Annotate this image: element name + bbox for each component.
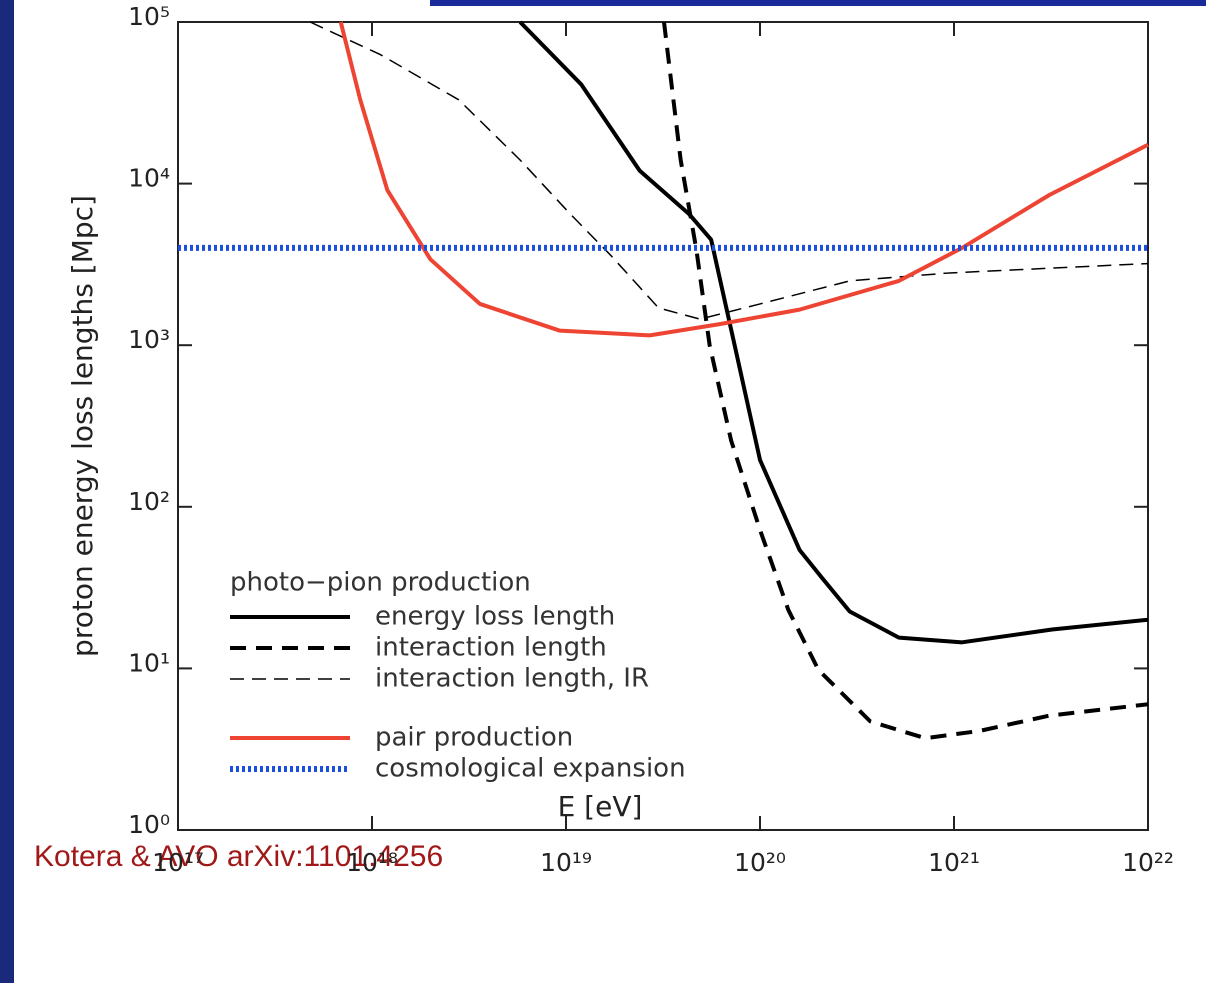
x-tick-label: 10²²	[1122, 848, 1174, 877]
x-tick-label: 10¹⁸	[346, 848, 398, 877]
legend-title: photo−pion production	[230, 568, 531, 598]
x-tick-label: 10²¹	[928, 848, 980, 877]
x-tick-label: 10²⁰	[734, 848, 786, 877]
y-tick-label: 10⁵	[128, 2, 170, 31]
x-tick-label: 10¹⁹	[540, 848, 592, 877]
legend-label: interaction length, IR	[375, 664, 649, 694]
y-tick-label: 10⁴	[128, 164, 170, 193]
series-line	[338, 21, 1149, 338]
y-axis-label: proton energy loss lengths [Mpc]	[66, 195, 99, 657]
x-axis-label: E [eV]	[558, 790, 643, 823]
series-line	[309, 21, 1149, 320]
plot-frame	[177, 21, 1149, 831]
series-line	[662, 21, 1149, 741]
series-line	[518, 20, 1149, 645]
legend-label: cosmological expansion	[375, 754, 686, 784]
y-tick-label: 10³	[128, 325, 170, 354]
y-tick-label: 10¹	[128, 648, 170, 677]
x-tick-label: 10¹⁷	[152, 848, 204, 877]
citation: Kotera & AVO arXiv:1101.4256	[34, 840, 443, 873]
y-tick-label: 10⁰	[128, 810, 170, 839]
left-strip	[0, 0, 14, 983]
legend-label: pair production	[375, 723, 573, 753]
legend-label: interaction length	[375, 633, 607, 663]
top-strip	[430, 0, 1206, 6]
y-tick-label: 10²	[128, 487, 170, 516]
legend-label: energy loss length	[375, 602, 615, 632]
